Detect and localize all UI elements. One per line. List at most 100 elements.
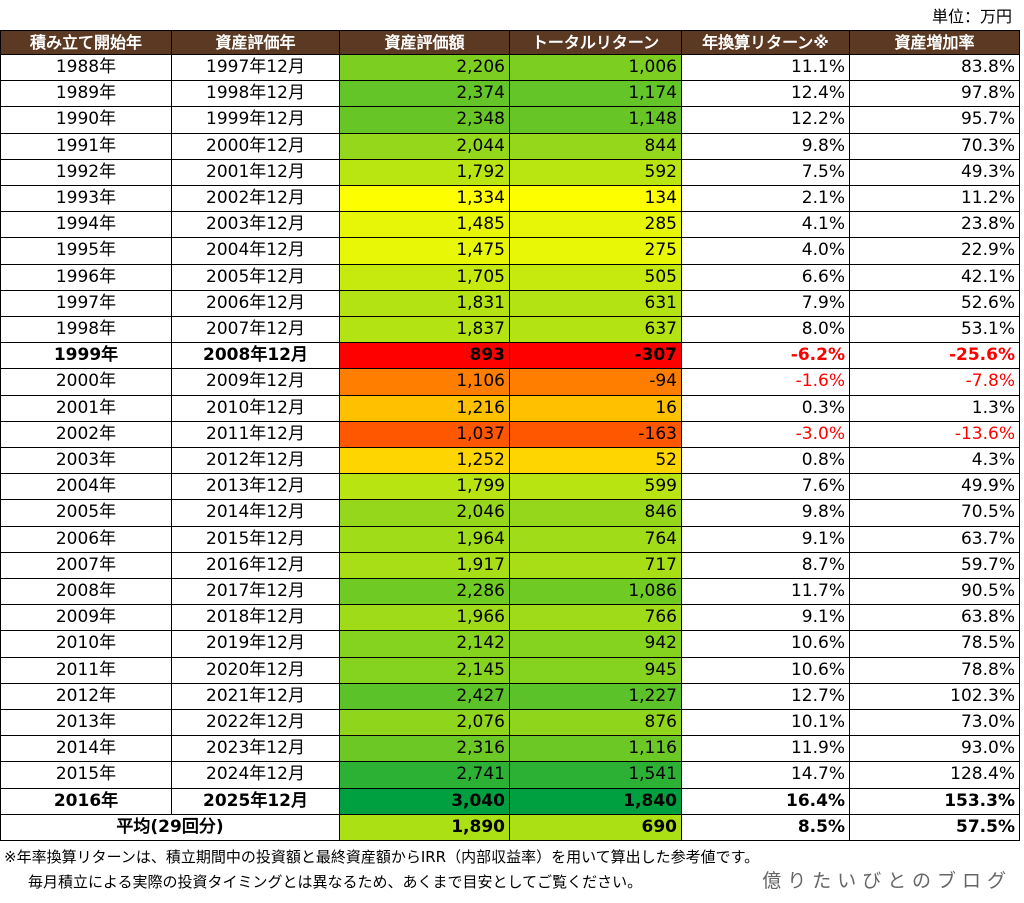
table-cell: 2011年 xyxy=(0,657,172,684)
table-cell: 10.1% xyxy=(682,710,850,737)
table-cell: 2009年 xyxy=(0,605,172,632)
table-cell: 1991年 xyxy=(0,133,172,160)
watermark: 億りたいびとのブログ xyxy=(762,866,1012,893)
table-cell: 4.0% xyxy=(682,238,850,265)
table-cell: 78.8% xyxy=(850,657,1020,684)
footnote: ※年率換算リターンは、積立期間中の投資額と最終資産額からIRR（内部収益率）を用… xyxy=(4,848,760,866)
table-cell: 2,044 xyxy=(340,133,510,160)
column-header: 積み立て開始年 xyxy=(0,30,172,55)
table-cell: 1995年 xyxy=(0,238,172,265)
table-cell: 1999年12月 xyxy=(172,107,340,134)
table-cell: -1.6% xyxy=(682,369,850,396)
table-cell: 1,966 xyxy=(340,605,510,632)
table-cell: 2019年12月 xyxy=(172,631,340,658)
table-cell: 2012年 xyxy=(0,683,172,710)
table-cell: 505 xyxy=(510,264,682,291)
table-cell: 12.2% xyxy=(682,107,850,134)
footnote: 毎月積立による実際の投資タイミングとは異なるため、あくまで目安としてご覧ください… xyxy=(28,873,643,891)
table-cell: 6.6% xyxy=(682,264,850,291)
table-cell: 2001年 xyxy=(0,395,172,422)
table-cell: 2,741 xyxy=(340,762,510,789)
table-cell: 2020年12月 xyxy=(172,657,340,684)
table-cell: 11.9% xyxy=(682,736,850,763)
table-cell: 846 xyxy=(510,500,682,527)
table-cell: 945 xyxy=(510,657,682,684)
table-cell: 2,348 xyxy=(340,107,510,134)
table-cell: 2013年 xyxy=(0,710,172,737)
average-cell: 8.5% xyxy=(682,814,850,841)
table-cell: 2,206 xyxy=(340,55,510,82)
table-cell: 12.4% xyxy=(682,81,850,108)
table-cell: 1,334 xyxy=(340,186,510,213)
table-cell: 1999年 xyxy=(0,343,172,370)
table-cell: 7.5% xyxy=(682,159,850,186)
table-cell: 11.1% xyxy=(682,55,850,82)
table-cell: 1997年12月 xyxy=(172,55,340,82)
table-cell: 1,792 xyxy=(340,159,510,186)
table-cell: 2015年12月 xyxy=(172,526,340,553)
table-cell: 70.5% xyxy=(850,500,1020,527)
average-cell: 1,890 xyxy=(340,814,510,841)
table-cell: 2,286 xyxy=(340,579,510,606)
table-cell: 2022年12月 xyxy=(172,710,340,737)
table-cell: 2,145 xyxy=(340,657,510,684)
table-cell: 2008年 xyxy=(0,579,172,606)
table-cell: 844 xyxy=(510,133,682,160)
table-cell: 2,142 xyxy=(340,631,510,658)
table-cell: 153.3% xyxy=(850,788,1020,815)
table-cell: -307 xyxy=(510,343,682,370)
table-cell: 128.4% xyxy=(850,762,1020,789)
table-cell: 1,106 xyxy=(340,369,510,396)
table-cell: 0.3% xyxy=(682,395,850,422)
table-cell: 2002年 xyxy=(0,421,172,448)
table-cell: 2010年12月 xyxy=(172,395,340,422)
table-cell: 2024年12月 xyxy=(172,762,340,789)
table-cell: 9.1% xyxy=(682,605,850,632)
table-cell: 2.1% xyxy=(682,186,850,213)
table-cell: 22.9% xyxy=(850,238,1020,265)
table-cell: 70.3% xyxy=(850,133,1020,160)
table-cell: 4.1% xyxy=(682,212,850,239)
table-cell: 95.7% xyxy=(850,107,1020,134)
table-cell: 2,046 xyxy=(340,500,510,527)
table-cell: -6.2% xyxy=(682,343,850,370)
table-cell: 2003年 xyxy=(0,448,172,475)
table-cell: 1,964 xyxy=(340,526,510,553)
table-cell: 11.2% xyxy=(850,186,1020,213)
table-cell: 631 xyxy=(510,290,682,317)
table-cell: 1,216 xyxy=(340,395,510,422)
table-cell: 1,485 xyxy=(340,212,510,239)
table-cell: 2016年12月 xyxy=(172,552,340,579)
table-cell: 2014年12月 xyxy=(172,500,340,527)
table-cell: 16.4% xyxy=(682,788,850,815)
table-cell: 7.9% xyxy=(682,290,850,317)
table-cell: 1,148 xyxy=(510,107,682,134)
table-cell: 0.8% xyxy=(682,448,850,475)
table-cell: 83.8% xyxy=(850,55,1020,82)
table-cell: 2007年12月 xyxy=(172,317,340,344)
table-cell: 2000年 xyxy=(0,369,172,396)
table-cell: 59.7% xyxy=(850,552,1020,579)
table-cell: -3.0% xyxy=(682,421,850,448)
table-cell: 53.1% xyxy=(850,317,1020,344)
table-cell: 2005年12月 xyxy=(172,264,340,291)
table-cell: 73.0% xyxy=(850,710,1020,737)
table-cell: 97.8% xyxy=(850,81,1020,108)
table-cell: 1,227 xyxy=(510,683,682,710)
table-cell: 766 xyxy=(510,605,682,632)
table-cell: 2014年 xyxy=(0,736,172,763)
table-cell: 49.9% xyxy=(850,474,1020,501)
table-cell: 2023年12月 xyxy=(172,736,340,763)
unit-label: 単位：万円 xyxy=(931,7,1012,26)
table-cell: 102.3% xyxy=(850,683,1020,710)
table-cell: 14.7% xyxy=(682,762,850,789)
table-cell: -94 xyxy=(510,369,682,396)
table-cell: 2003年12月 xyxy=(172,212,340,239)
table-cell: 1,037 xyxy=(340,421,510,448)
table-cell: 1988年 xyxy=(0,55,172,82)
table-cell: 2010年 xyxy=(0,631,172,658)
table-cell: 2018年12月 xyxy=(172,605,340,632)
table-cell: 8.7% xyxy=(682,552,850,579)
table-cell: 2008年12月 xyxy=(172,343,340,370)
table-cell: 2002年12月 xyxy=(172,186,340,213)
